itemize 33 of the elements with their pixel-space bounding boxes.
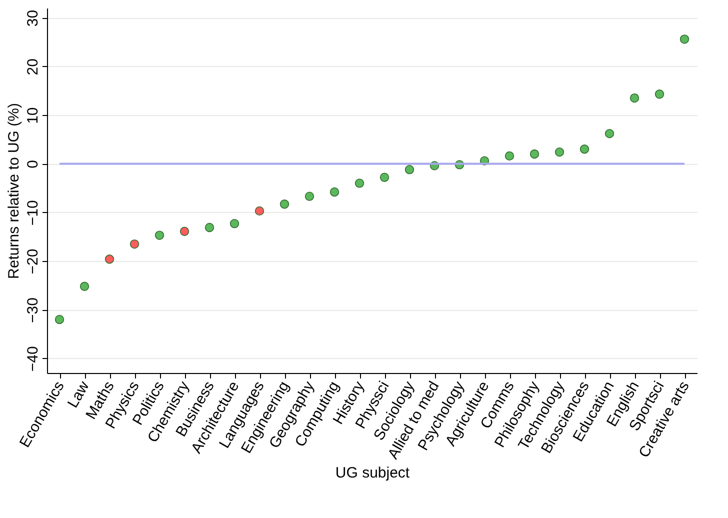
point — [630, 93, 640, 103]
y-tick-label: 20 — [24, 58, 42, 76]
point — [354, 178, 364, 188]
point — [230, 219, 240, 228]
point — [280, 200, 290, 209]
point — [554, 147, 564, 157]
point — [254, 206, 264, 216]
point — [680, 34, 690, 44]
y-tick-label: 30 — [24, 10, 42, 27]
y-tick-label: −40 — [24, 346, 42, 372]
point — [130, 239, 140, 249]
y-tick-label: 0 — [24, 160, 42, 168]
point — [504, 151, 514, 161]
point — [54, 314, 64, 324]
y-tick-label: −20 — [24, 248, 42, 274]
point — [154, 230, 164, 240]
point — [180, 226, 190, 236]
point — [380, 172, 390, 182]
point — [330, 187, 340, 197]
point — [204, 222, 214, 232]
point — [304, 192, 314, 201]
y-tick-label: 10 — [24, 107, 42, 124]
y-tick-label: −10 — [24, 200, 42, 226]
point — [580, 144, 590, 154]
point — [654, 90, 664, 99]
point — [530, 149, 540, 159]
point — [604, 128, 614, 138]
y-tick-label: −30 — [24, 298, 42, 323]
x-axis-title: UG subject — [335, 464, 410, 482]
point — [104, 254, 114, 264]
point — [80, 282, 90, 291]
point — [404, 165, 414, 174]
y-axis-title: Returns relative to UG (%) — [6, 103, 22, 279]
